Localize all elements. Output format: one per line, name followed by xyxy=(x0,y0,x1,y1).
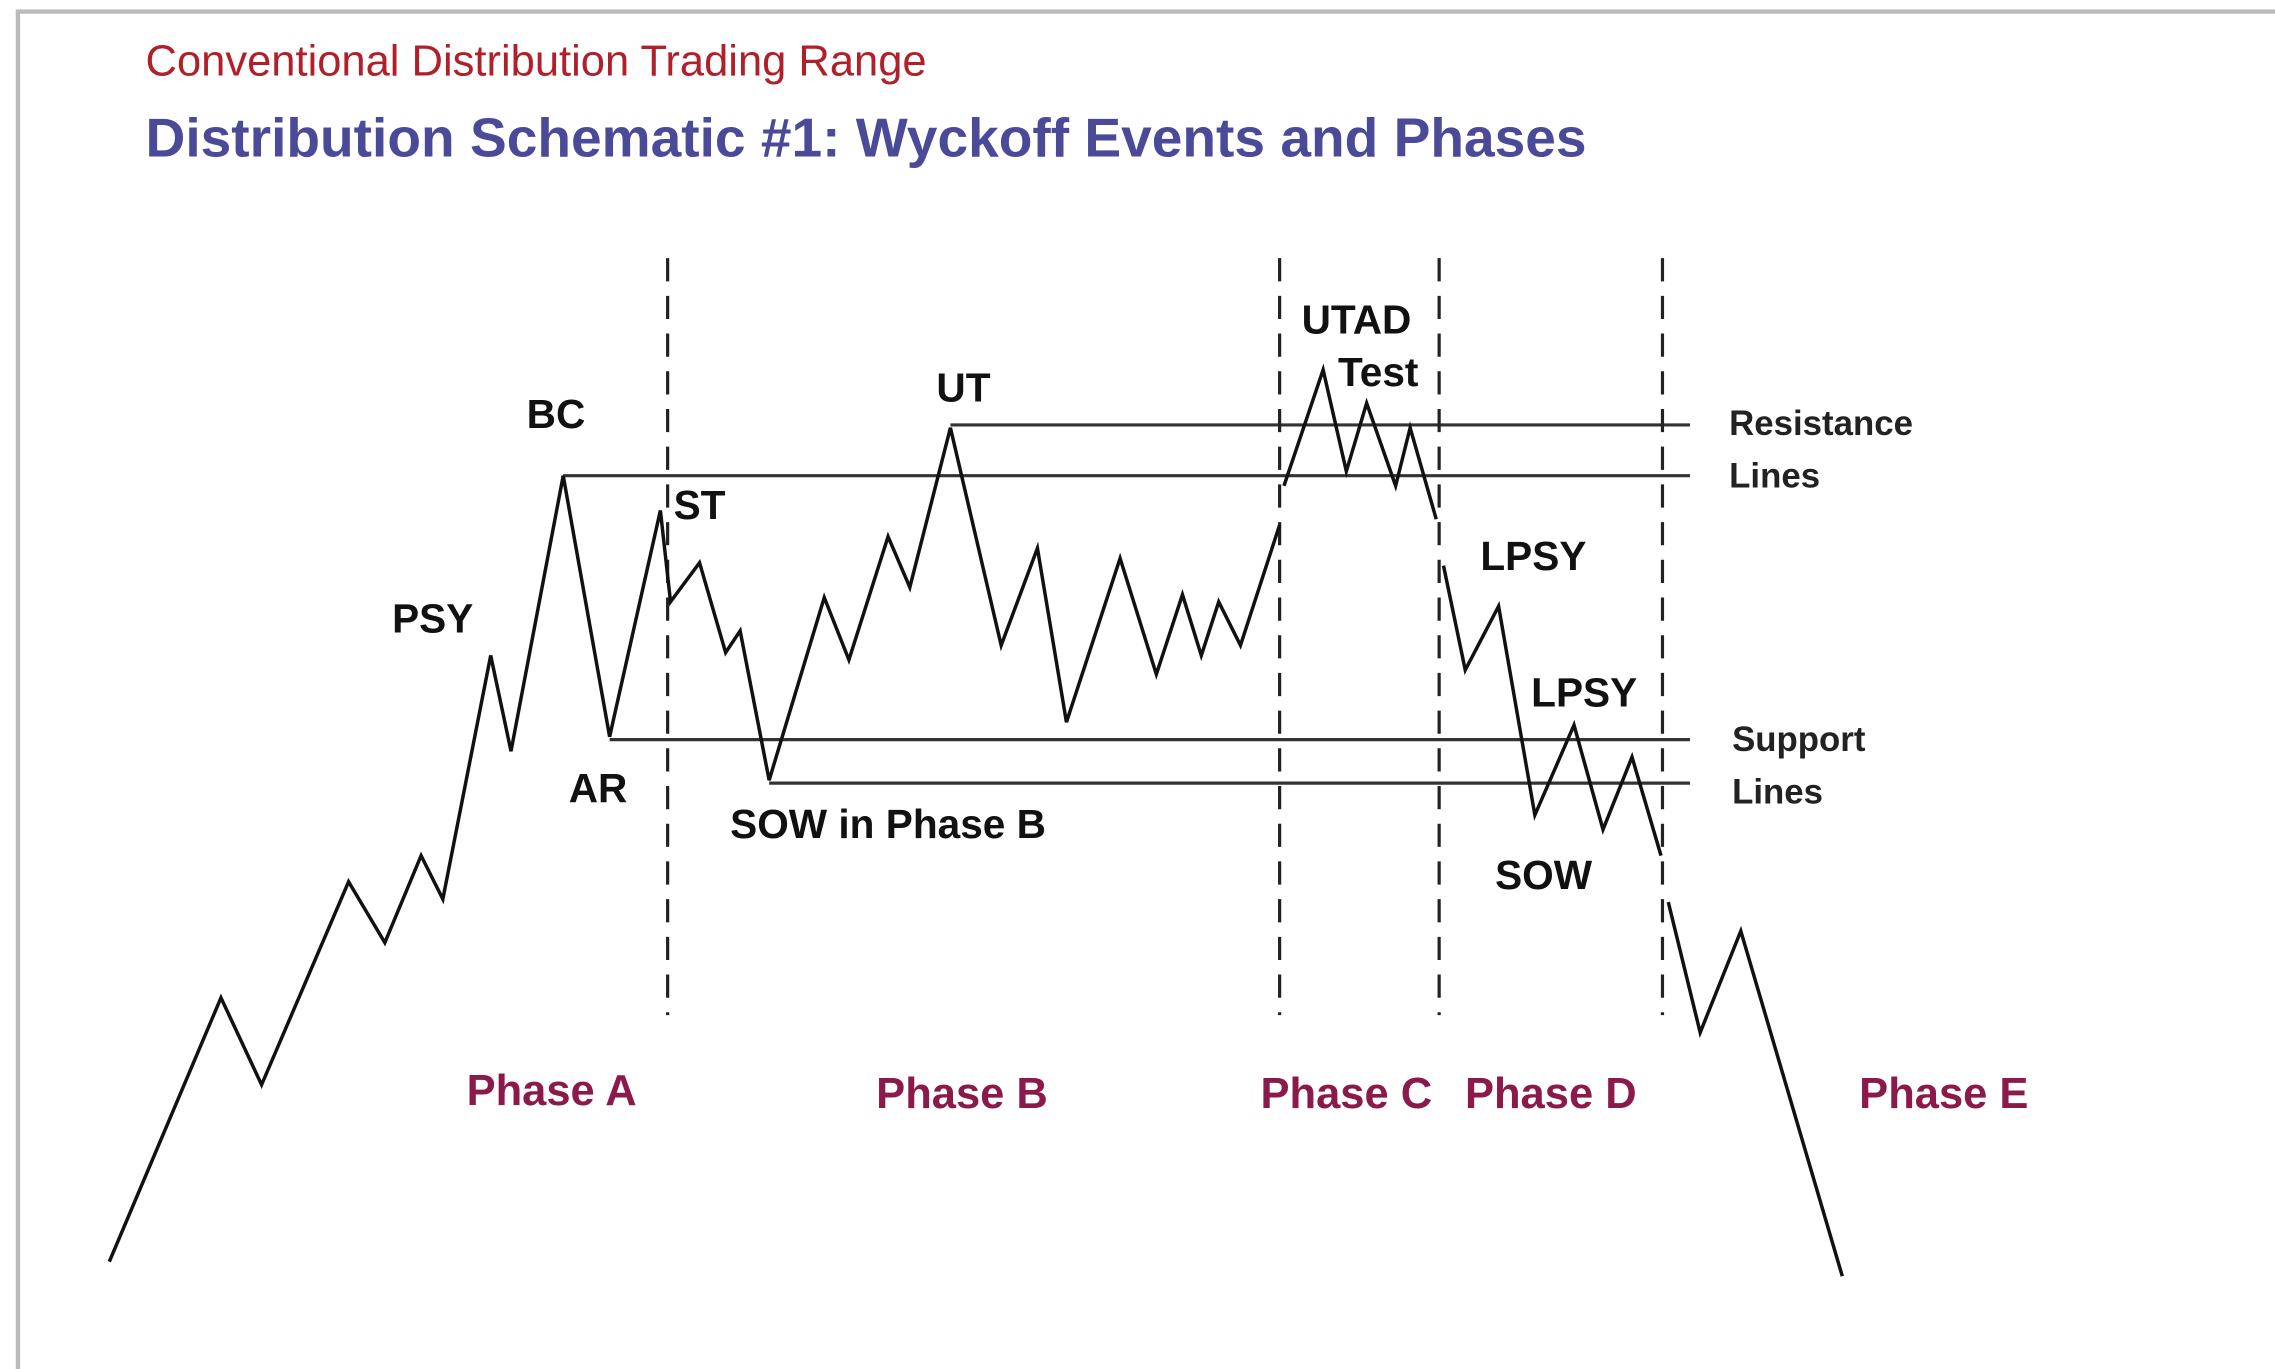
phase-label: Phase C xyxy=(1260,1070,1432,1118)
side-label: Resistance xyxy=(1729,404,1913,443)
event-label: ST xyxy=(674,482,726,528)
phase-label: Phase B xyxy=(876,1070,1048,1118)
price-path xyxy=(107,427,1282,1263)
subtitle: Conventional Distribution Trading Range xyxy=(146,37,927,85)
event-label: SOW in Phase B xyxy=(730,801,1046,847)
title: Distribution Schematic #1: Wyckoff Event… xyxy=(146,107,1587,169)
lines xyxy=(563,258,1691,1016)
event-label: BC xyxy=(527,391,586,437)
side-label: Support xyxy=(1732,720,1866,759)
price-path xyxy=(1441,565,1663,857)
phase-label: Phase A xyxy=(467,1067,637,1115)
event-label: UTAD xyxy=(1302,297,1412,343)
phase-label: Phase D xyxy=(1465,1070,1637,1118)
price-path xyxy=(1666,901,1844,1277)
event-label: UT xyxy=(936,365,990,411)
side-label: Lines xyxy=(1729,456,1820,495)
price-path xyxy=(1282,363,1438,520)
side-label: Lines xyxy=(1732,772,1823,811)
event-label: LPSY xyxy=(1531,669,1637,715)
event-label: AR xyxy=(569,765,628,811)
phase-label: Phase E xyxy=(1859,1070,2028,1118)
event-label: Test xyxy=(1338,349,1419,395)
event-label: SOW xyxy=(1495,852,1593,898)
event-label: LPSY xyxy=(1480,533,1586,579)
frame xyxy=(15,9,2275,1369)
event-label: PSY xyxy=(392,595,473,641)
